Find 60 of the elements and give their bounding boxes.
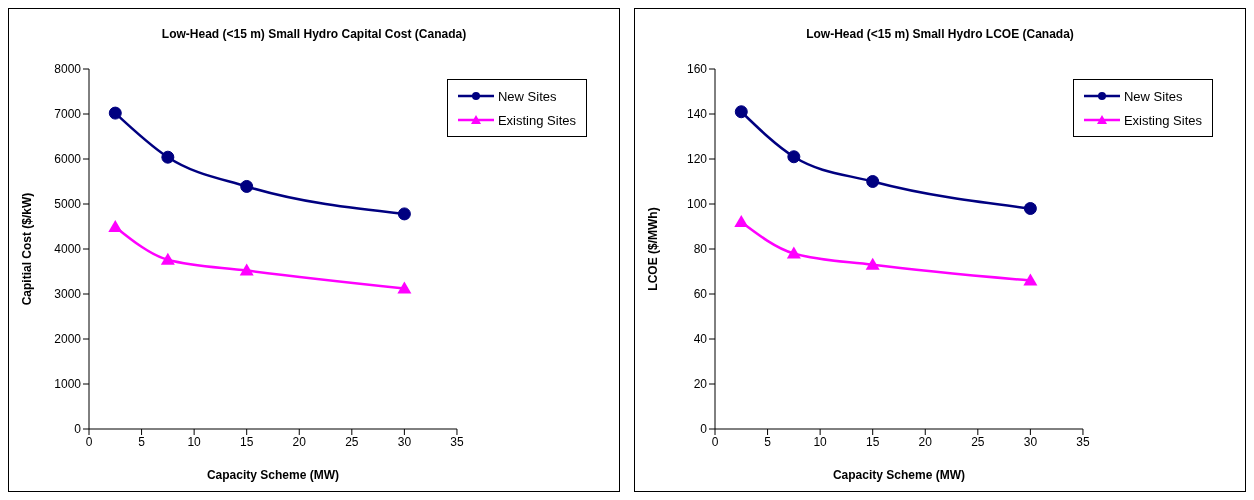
x-tick-label: 25 (971, 434, 985, 449)
y-tick-label: 3000 (54, 287, 82, 302)
point (160, 252, 175, 265)
x-tick-label: 20 (292, 434, 307, 449)
legend-label: New Sites (1123, 88, 1183, 104)
y-tick-label: 0 (74, 422, 82, 437)
y-tick-label: 120 (686, 152, 708, 167)
point (108, 106, 122, 120)
y-tick-label: 100 (686, 197, 708, 212)
x-axis-title: Capacity Scheme (MW) (206, 468, 339, 482)
point (734, 215, 749, 227)
y-tick-label: 0 (700, 422, 708, 437)
y-tick-label: 40 (693, 332, 708, 347)
y-tick-label: 4000 (54, 242, 82, 257)
x-axis-title: Capacity Scheme (MW) (832, 468, 965, 482)
chart-title: Low-Head (<15 m) Small Hydro Capital Cost (Canada) (160, 27, 468, 43)
point (734, 105, 748, 119)
y-tick-label: 6000 (54, 152, 82, 167)
x-tick-label: 10 (813, 434, 828, 449)
x-tick-label: 35 (1076, 434, 1090, 449)
point (108, 219, 123, 232)
x-tick-label: 0 (711, 434, 719, 449)
point (239, 263, 254, 276)
x-tick-label: 30 (1023, 434, 1038, 449)
point (866, 175, 880, 188)
point (1023, 202, 1037, 215)
point (1023, 273, 1038, 286)
x-tick-label: 15 (866, 434, 880, 449)
x-tick-label: 5 (764, 434, 772, 449)
legend-label: Existing Sites (1123, 112, 1202, 128)
point (397, 207, 411, 221)
y-tick-label: 2000 (54, 332, 82, 347)
x-tick-label: 35 (450, 434, 464, 449)
point (865, 257, 880, 270)
x-tick-label: 20 (918, 434, 933, 449)
y-tick-label: 20 (693, 377, 708, 392)
legend-label: Existing Sites (497, 112, 576, 128)
chart-title: Low-Head (<15 m) Small Hydro LCOE (Canada) (805, 27, 1075, 43)
point (397, 281, 412, 294)
y-tick-label: 1000 (54, 377, 82, 392)
x-tick-label: 0 (85, 434, 93, 449)
legend-label: New Sites (497, 88, 557, 104)
y-tick-label: 7000 (54, 107, 82, 122)
y-tick-label: 8000 (54, 62, 82, 77)
y-tick-label: 80 (693, 242, 708, 257)
point (786, 246, 801, 259)
y-tick-label: 5000 (54, 197, 82, 212)
point (787, 150, 801, 164)
x-tick-label: 25 (345, 434, 359, 449)
x-tick-label: 15 (240, 434, 254, 449)
x-tick-label: 30 (397, 434, 412, 449)
y-tick-label: 160 (686, 62, 708, 77)
x-tick-label: 10 (187, 434, 202, 449)
y-axis-title: LCOE ($/MWh) (646, 207, 661, 291)
x-tick-label: 5 (138, 434, 146, 449)
y-axis-title: Capitial Cost ($/kW) (20, 192, 35, 306)
y-tick-label: 140 (686, 107, 708, 122)
point (240, 179, 254, 193)
y-tick-label: 60 (693, 287, 708, 302)
point (161, 150, 175, 164)
